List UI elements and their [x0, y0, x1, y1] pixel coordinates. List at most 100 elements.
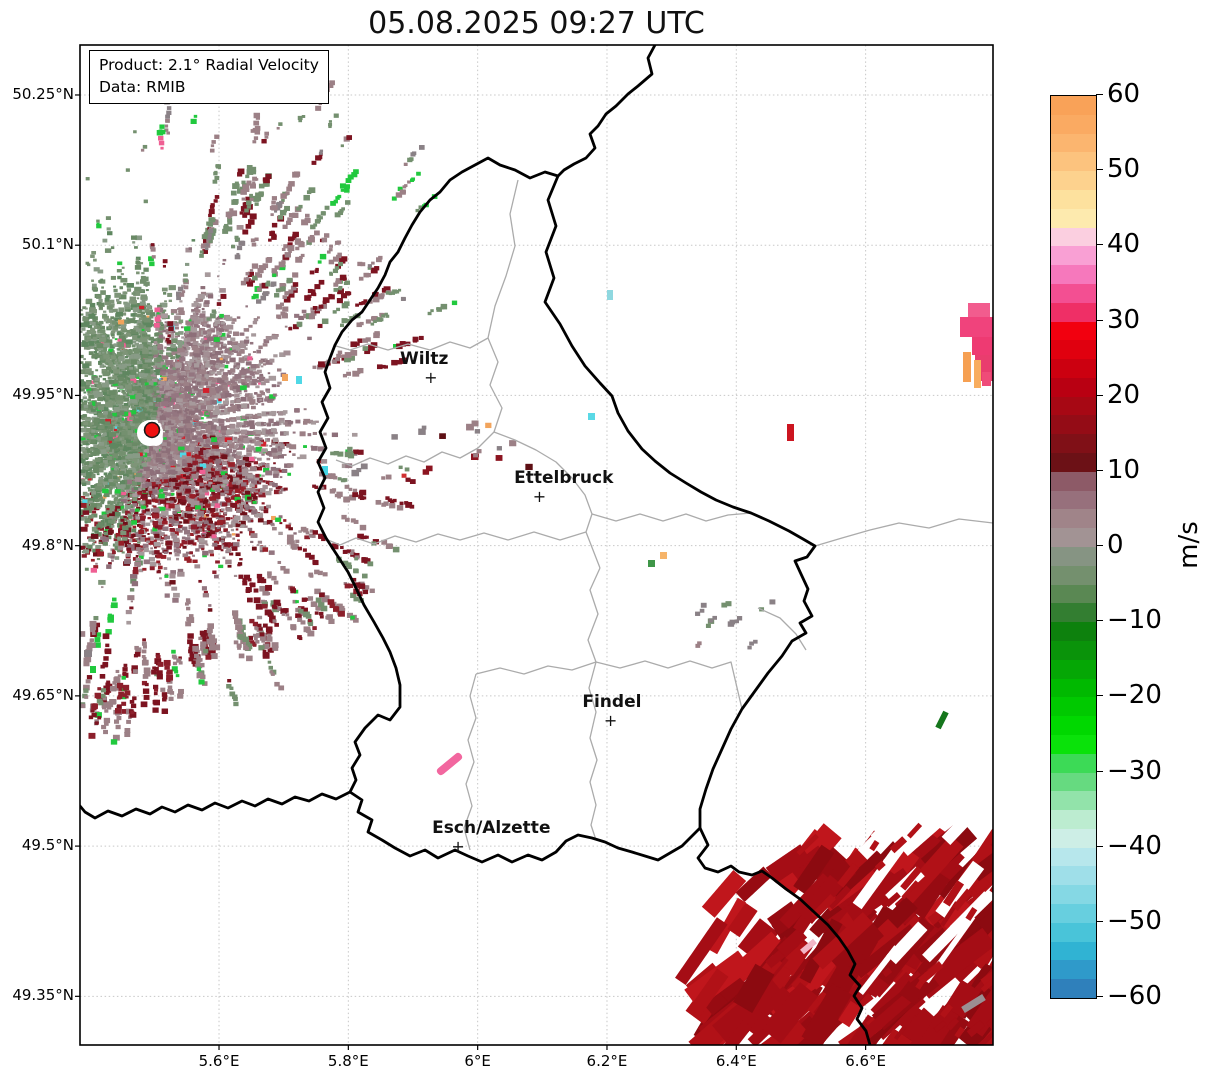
- colorbar-tick: [1096, 545, 1103, 546]
- colorbar-band: [1051, 227, 1096, 247]
- country-border: [80, 790, 352, 820]
- colorbar-tick: [1096, 319, 1103, 321]
- colorbar-band: [1051, 734, 1096, 755]
- district-border: [475, 661, 597, 675]
- colorbar-band: [1051, 584, 1096, 604]
- colorbar-tick: [1096, 845, 1103, 847]
- colorbar: [1050, 95, 1097, 999]
- colorbar-tick: [1096, 695, 1103, 697]
- colorbar-tick: [1096, 469, 1103, 471]
- y-tick-label: 50.1°N: [21, 235, 74, 254]
- colorbar-band: [1051, 208, 1096, 229]
- data-source-label: Data: RMIB: [99, 78, 186, 97]
- colorbar-units-label: m/s: [1174, 521, 1204, 569]
- colorbar-tick-label: −10: [1107, 605, 1162, 636]
- colorbar-band: [1051, 697, 1096, 717]
- colorbar-tick-label: −60: [1107, 981, 1162, 1011]
- colorbar-tick: [1096, 394, 1103, 396]
- colorbar-band: [1051, 415, 1096, 435]
- colorbar-tick-label: −40: [1107, 830, 1162, 861]
- colorbar-band: [1051, 246, 1096, 266]
- x-tick-label: 6°E: [464, 1052, 491, 1070]
- colorbar-tick-label: 30: [1107, 304, 1141, 335]
- district-border: [757, 607, 807, 651]
- colorbar-band: [1051, 114, 1096, 135]
- x-tick-label: 5.6°E: [198, 1052, 240, 1070]
- colorbar-tick-label: 50: [1107, 154, 1141, 185]
- colorbar-band: [1051, 340, 1096, 360]
- colorbar-tick: [1096, 169, 1103, 171]
- city-label: Esch/Alzette: [432, 818, 551, 839]
- colorbar-tick-label: 10: [1107, 454, 1141, 485]
- axes-frame: [79, 44, 994, 1046]
- colorbar-band: [1051, 528, 1096, 548]
- country-border: [556, 45, 657, 178]
- colorbar-band: [1051, 885, 1096, 905]
- city-marker: +: [603, 710, 618, 730]
- colorbar-band: [1051, 960, 1096, 980]
- y-tick-label: 49.5°N: [21, 836, 74, 855]
- colorbar-tick: [1096, 620, 1103, 622]
- colorbar-band: [1051, 847, 1096, 867]
- city-label: Findel: [582, 691, 642, 712]
- product-info-box: Product: 2.1° Radial Velocity Data: RMIB: [89, 50, 329, 104]
- colorbar-band: [1051, 866, 1096, 886]
- city-label: Ettelbruck: [514, 467, 614, 488]
- colorbar-band: [1051, 791, 1096, 811]
- x-tick-label: 6.2°E: [586, 1052, 628, 1070]
- district-border: [591, 512, 752, 522]
- colorbar-band: [1051, 189, 1096, 210]
- colorbar-band: [1051, 321, 1096, 341]
- x-tick-label: 5.8°E: [327, 1052, 369, 1070]
- y-tick-label: 49.35°N: [12, 986, 74, 1005]
- district-border: [463, 673, 477, 851]
- colorbar-band: [1051, 133, 1096, 153]
- colorbar-tick-label: 40: [1107, 229, 1141, 260]
- colorbar-band: [1051, 772, 1096, 792]
- colorbar-tick: [1096, 996, 1103, 997]
- colorbar-band: [1051, 716, 1096, 736]
- district-border: [493, 431, 601, 569]
- district-border: [335, 337, 503, 467]
- colorbar-band: [1051, 659, 1096, 680]
- colorbar-tick-label: −20: [1107, 680, 1162, 711]
- country-border: [316, 156, 817, 864]
- y-tick-label: 49.95°N: [12, 385, 74, 404]
- colorbar-band: [1051, 922, 1096, 943]
- colorbar-tick: [1096, 94, 1103, 95]
- colorbar-band: [1051, 359, 1096, 379]
- colorbar-band: [1051, 753, 1096, 773]
- colorbar-tick-label: −50: [1107, 905, 1162, 936]
- colorbar-band: [1051, 377, 1096, 398]
- colorbar-band: [1051, 979, 1096, 999]
- x-tick-label: 6.4°E: [715, 1052, 757, 1070]
- city-label: Wiltz: [399, 349, 449, 370]
- colorbar-band: [1051, 302, 1096, 322]
- colorbar-band: [1051, 640, 1096, 661]
- colorbar-tick-label: −30: [1107, 755, 1162, 786]
- y-tick-label: 49.8°N: [21, 535, 74, 554]
- colorbar-tick: [1096, 920, 1103, 922]
- colorbar-band: [1051, 434, 1096, 454]
- colorbar-band: [1051, 171, 1096, 191]
- colorbar-tick-label: 60: [1107, 79, 1141, 109]
- city-marker: +: [532, 486, 547, 506]
- city-marker: +: [451, 837, 465, 857]
- product-label: Product: 2.1° Radial Velocity: [99, 56, 319, 74]
- x-tick-label: 6.6°E: [845, 1052, 887, 1070]
- y-tick-label: 49.65°N: [12, 685, 74, 704]
- district-border: [335, 179, 519, 351]
- colorbar-tick-label: 20: [1107, 379, 1141, 410]
- colorbar-band: [1051, 828, 1096, 849]
- district-border: [587, 567, 601, 841]
- colorbar-band: [1051, 453, 1096, 473]
- colorbar-tick: [1096, 244, 1103, 246]
- colorbar-band: [1051, 622, 1096, 642]
- colorbar-band: [1051, 603, 1096, 623]
- district-border: [595, 660, 743, 710]
- colorbar-band: [1051, 678, 1096, 698]
- colorbar-band: [1051, 283, 1096, 304]
- colorbar-band: [1051, 509, 1096, 529]
- colorbar-band: [1051, 490, 1096, 510]
